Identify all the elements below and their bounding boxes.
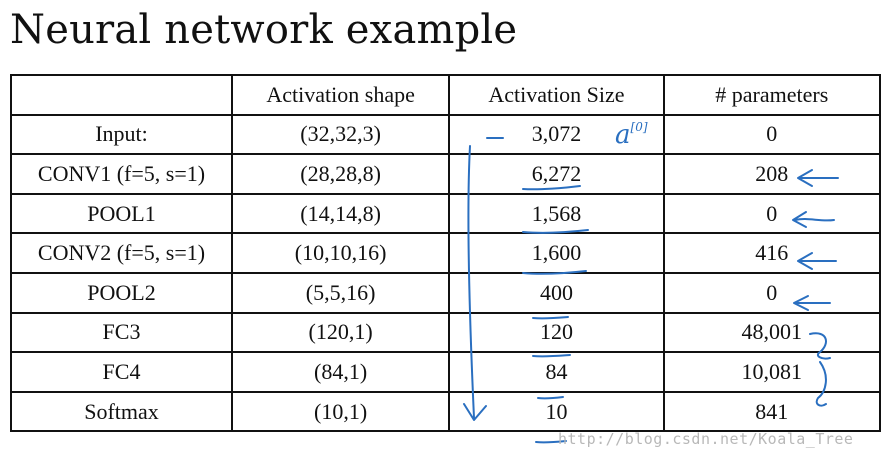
table-header-row: Activation shape Activation Size # param… bbox=[10, 74, 881, 116]
params-cell: 0 bbox=[662, 113, 881, 156]
activation-superscript: [0] bbox=[630, 120, 648, 134]
params-cell: 0 bbox=[662, 271, 881, 314]
params-cell: 0 bbox=[662, 192, 881, 235]
table-row: Softmax (10,1) 10 841 bbox=[10, 390, 881, 433]
params-cell: 10,081 bbox=[662, 351, 881, 393]
size-cell: 6,272 bbox=[448, 153, 665, 195]
layer-cell: POOL2 bbox=[10, 271, 233, 314]
layer-cell: Softmax bbox=[10, 390, 233, 433]
table-row: CONV1 (f=5, s=1) (28,28,8) 6,272 208 bbox=[10, 153, 881, 195]
shape-cell: (84,1) bbox=[230, 351, 451, 393]
table-row: POOL1 (14,14,8) 1,568 0 bbox=[10, 192, 881, 235]
size-cell: 400 bbox=[448, 271, 665, 314]
shape-cell: (10,1) bbox=[230, 390, 451, 433]
shape-cell: (5,5,16) bbox=[230, 271, 451, 314]
header-activation-size: Activation Size bbox=[448, 74, 665, 116]
table-row: POOL2 (5,5,16) 400 0 bbox=[10, 271, 881, 314]
params-cell: 841 bbox=[662, 390, 881, 433]
layer-cell: Input: bbox=[10, 113, 233, 156]
size-cell: 10 bbox=[448, 390, 665, 433]
size-cell: 1,568 bbox=[448, 192, 665, 235]
shape-cell: (32,32,3) bbox=[230, 113, 451, 156]
layer-cell: CONV2 (f=5, s=1) bbox=[10, 232, 233, 274]
size-cell: 84 bbox=[448, 351, 665, 393]
header-activation-shape: Activation shape bbox=[230, 74, 451, 116]
shape-cell: (120,1) bbox=[230, 311, 451, 354]
shape-cell: (28,28,8) bbox=[230, 153, 451, 195]
network-table: Activation shape Activation Size # param… bbox=[10, 74, 881, 433]
table-row: CONV2 (f=5, s=1) (10,10,16) 1,600 416 bbox=[10, 232, 881, 274]
layer-cell: POOL1 bbox=[10, 192, 233, 235]
layer-cell: FC3 bbox=[10, 311, 233, 354]
watermark: http://blog.csdn.net/Koala_Tree bbox=[558, 430, 854, 448]
params-cell: 208 bbox=[662, 153, 881, 195]
table-row: FC3 (120,1) 120 48,001 bbox=[10, 311, 881, 354]
params-cell: 416 bbox=[662, 232, 881, 274]
input-activation-annotation: a[0] bbox=[615, 120, 648, 150]
header-parameters: # parameters bbox=[662, 74, 881, 116]
shape-cell: (10,10,16) bbox=[230, 232, 451, 274]
layer-cell: FC4 bbox=[10, 351, 233, 393]
size-cell: 120 bbox=[448, 311, 665, 354]
table-row: FC4 (84,1) 84 10,081 bbox=[10, 351, 881, 393]
size-cell: 1,600 bbox=[448, 232, 665, 274]
params-cell: 48,001 bbox=[662, 311, 881, 354]
table-row: Input: (32,32,3) 3,072 0 bbox=[10, 113, 881, 156]
shape-cell: (14,14,8) bbox=[230, 192, 451, 235]
layer-cell: CONV1 (f=5, s=1) bbox=[10, 153, 233, 195]
page-title: Neural network example bbox=[10, 7, 518, 53]
activation-symbol: a bbox=[615, 120, 631, 150]
header-layer bbox=[10, 74, 233, 116]
